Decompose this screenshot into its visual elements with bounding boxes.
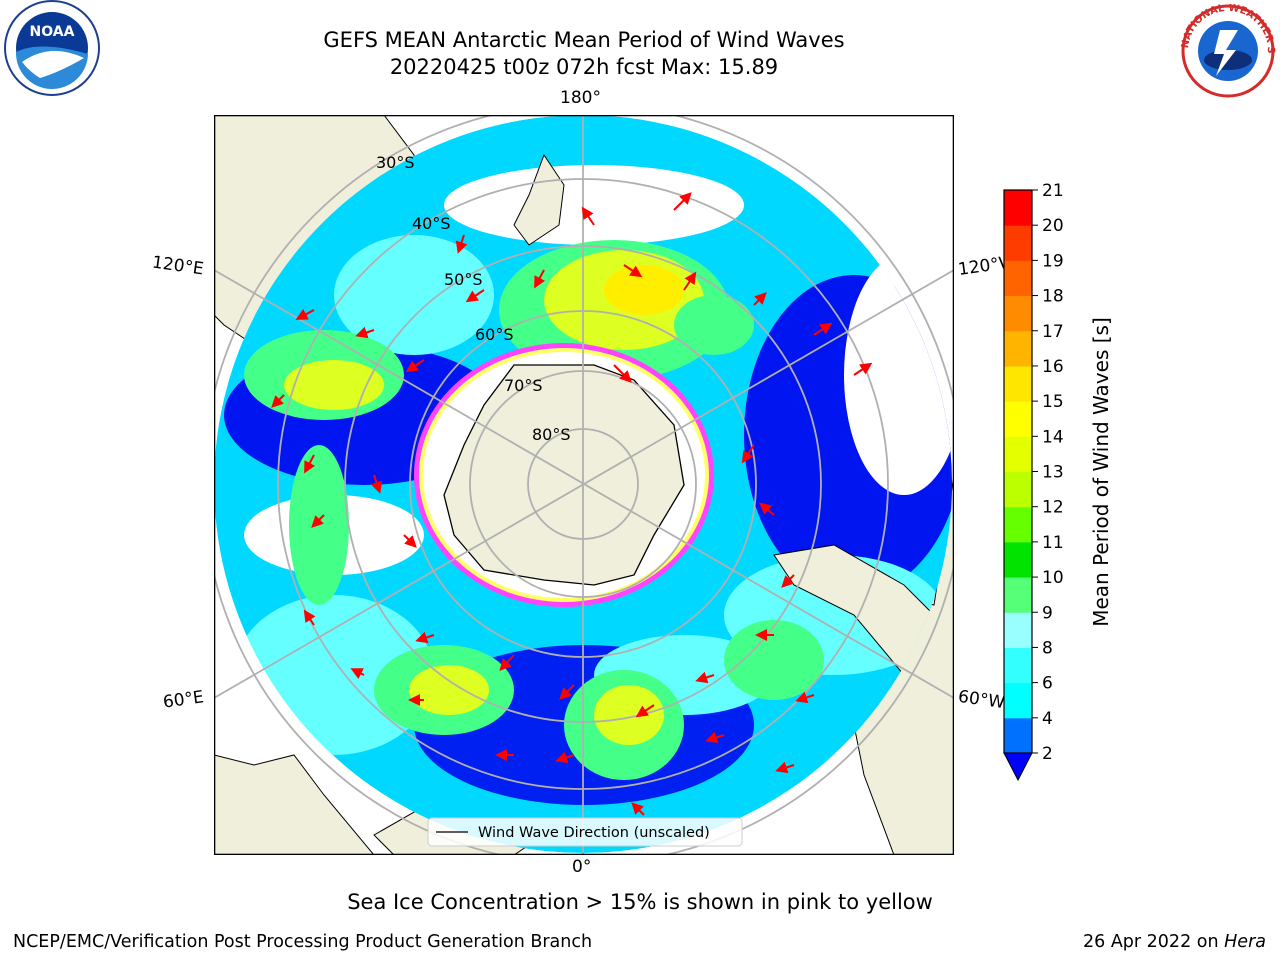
- arrow: [304, 454, 316, 474]
- colorbar-tick-label: 19: [1042, 251, 1064, 271]
- colorbar-tick-label: 20: [1042, 216, 1064, 236]
- wind-wave-arrows: [271, 192, 873, 816]
- arrow: [631, 802, 645, 816]
- colorbar-tick-label: 13: [1042, 463, 1064, 483]
- arrow: [370, 474, 383, 494]
- colorbar-bins: [1004, 190, 1032, 754]
- arrow: [683, 271, 697, 291]
- arrow: [271, 394, 285, 408]
- arrow: [753, 292, 767, 306]
- footer-date-text: 26 Apr 2022 on: [1083, 932, 1225, 952]
- arrow: [455, 234, 468, 254]
- chart-subtitle: 20220425 t00z 072h fcst Max: 15.89: [389, 55, 779, 79]
- arrow: [775, 761, 795, 774]
- lon-label-0: 0°: [572, 857, 592, 877]
- arrow: [705, 731, 725, 744]
- colorbar-under-arrow: [1003, 752, 1033, 782]
- arrow: [350, 668, 365, 679]
- colorbar-bin: [1004, 682, 1032, 719]
- colorbar-bin: [1004, 577, 1032, 613]
- legend-label: Wind Wave Direction (unscaled): [478, 825, 710, 841]
- map-legend: Wind Wave Direction (unscaled): [427, 817, 743, 847]
- arrow: [853, 362, 873, 376]
- colorbar-tick-label: 17: [1042, 322, 1064, 342]
- arrow: [403, 534, 417, 548]
- colorbar-tick-label: 9: [1042, 603, 1053, 623]
- colorbar-bin: [1004, 436, 1032, 472]
- arrow: [555, 751, 575, 764]
- arrow: [635, 704, 655, 718]
- lat-label-80s: 80°S: [532, 425, 571, 444]
- arrow: [405, 359, 425, 373]
- colorbar-tick-label: 10: [1042, 568, 1064, 588]
- footer-date: 26 Apr 2022 on Hera: [1083, 932, 1266, 952]
- arrow: [781, 574, 795, 588]
- footer-host: Hera: [1224, 932, 1266, 952]
- colorbar-tick-label: 21: [1042, 181, 1064, 201]
- lon-label-180: 180°: [560, 88, 601, 108]
- graticule: [214, 115, 954, 855]
- arrow: [741, 444, 755, 464]
- lat-label-40s: 40°S: [412, 214, 451, 233]
- arrow: [534, 269, 546, 289]
- lat-label-50s: 50°S: [444, 270, 483, 289]
- colorbar-tick-label: 12: [1042, 498, 1064, 518]
- colorbar-tick-label: 16: [1042, 357, 1064, 377]
- colorbar-bin: [1004, 401, 1032, 437]
- colorbar-bin: [1004, 225, 1032, 261]
- colorbar-bin: [1004, 612, 1032, 648]
- arrow: [795, 691, 815, 704]
- arrow: [465, 289, 485, 303]
- colorbar: 21 20 19 18 17 16 15 14 13 12 11 10 9 8 6 4 2 Mean Perio…: [1003, 181, 1113, 782]
- colorbar-bin: [1004, 506, 1032, 543]
- colorbar-bin: [1004, 295, 1032, 332]
- footer-credit: NCEP/EMC/Verification Post Processing Pr…: [13, 932, 593, 952]
- lon-label-120e: 120°E: [150, 252, 205, 280]
- arrow: [499, 654, 515, 671]
- arrow: [673, 192, 692, 211]
- arrow: [813, 322, 833, 336]
- colorbar-bin: [1004, 717, 1032, 754]
- colorbar-bin: [1004, 260, 1032, 297]
- arrow: [695, 671, 715, 684]
- colorbar-tick-label: 15: [1042, 392, 1064, 412]
- colorbar-tick-label: 14: [1042, 427, 1064, 447]
- arrow: [613, 364, 632, 383]
- lat-label-60s: 60°S: [475, 325, 514, 344]
- arrow: [415, 631, 435, 644]
- lon-label-60e: 60°E: [161, 687, 206, 713]
- arrow: [355, 326, 375, 339]
- colorbar-bin: [1004, 471, 1032, 508]
- sea-ice-caption: Sea Ice Concentration > 15% is shown in …: [347, 890, 933, 914]
- colorbar-bin: [1004, 365, 1032, 402]
- colorbar-bin: [1004, 541, 1032, 578]
- colorbar-tick-label: 18: [1042, 287, 1064, 307]
- arrow: [303, 609, 316, 626]
- arrow: [623, 264, 643, 278]
- lat-label-30s: 30°S: [376, 153, 415, 172]
- colorbar-tick-label: 8: [1042, 638, 1053, 658]
- colorbar-tick-label: 4: [1042, 709, 1053, 729]
- arrow: [758, 502, 775, 516]
- arrow: [559, 684, 575, 700]
- colorbar-tick-label: 11: [1042, 533, 1064, 553]
- lat-label-70s: 70°S: [504, 376, 543, 395]
- arrow: [295, 308, 315, 320]
- colorbar-bin: [1004, 190, 1032, 226]
- noaa-logo: NOAA: [4, 0, 100, 96]
- colorbar-tick-label: 6: [1042, 674, 1053, 694]
- chart-title: GEFS MEAN Antarctic Mean Period of Wind …: [323, 28, 845, 52]
- arrow: [581, 206, 595, 226]
- arrow: [311, 514, 325, 528]
- colorbar-tick-label: 2: [1042, 744, 1053, 764]
- colorbar-bin: [1004, 330, 1032, 367]
- polar-map: Wind Wave Direction (unscaled) 30°S 40°S…: [214, 115, 954, 855]
- nws-logo: NATIONAL WEATHER SERVICE: [1176, 4, 1276, 98]
- colorbar-label: Mean Period of Wind Waves [s]: [1089, 317, 1113, 627]
- colorbar-bin: [1004, 647, 1032, 684]
- noaa-logo-text: NOAA: [30, 24, 75, 40]
